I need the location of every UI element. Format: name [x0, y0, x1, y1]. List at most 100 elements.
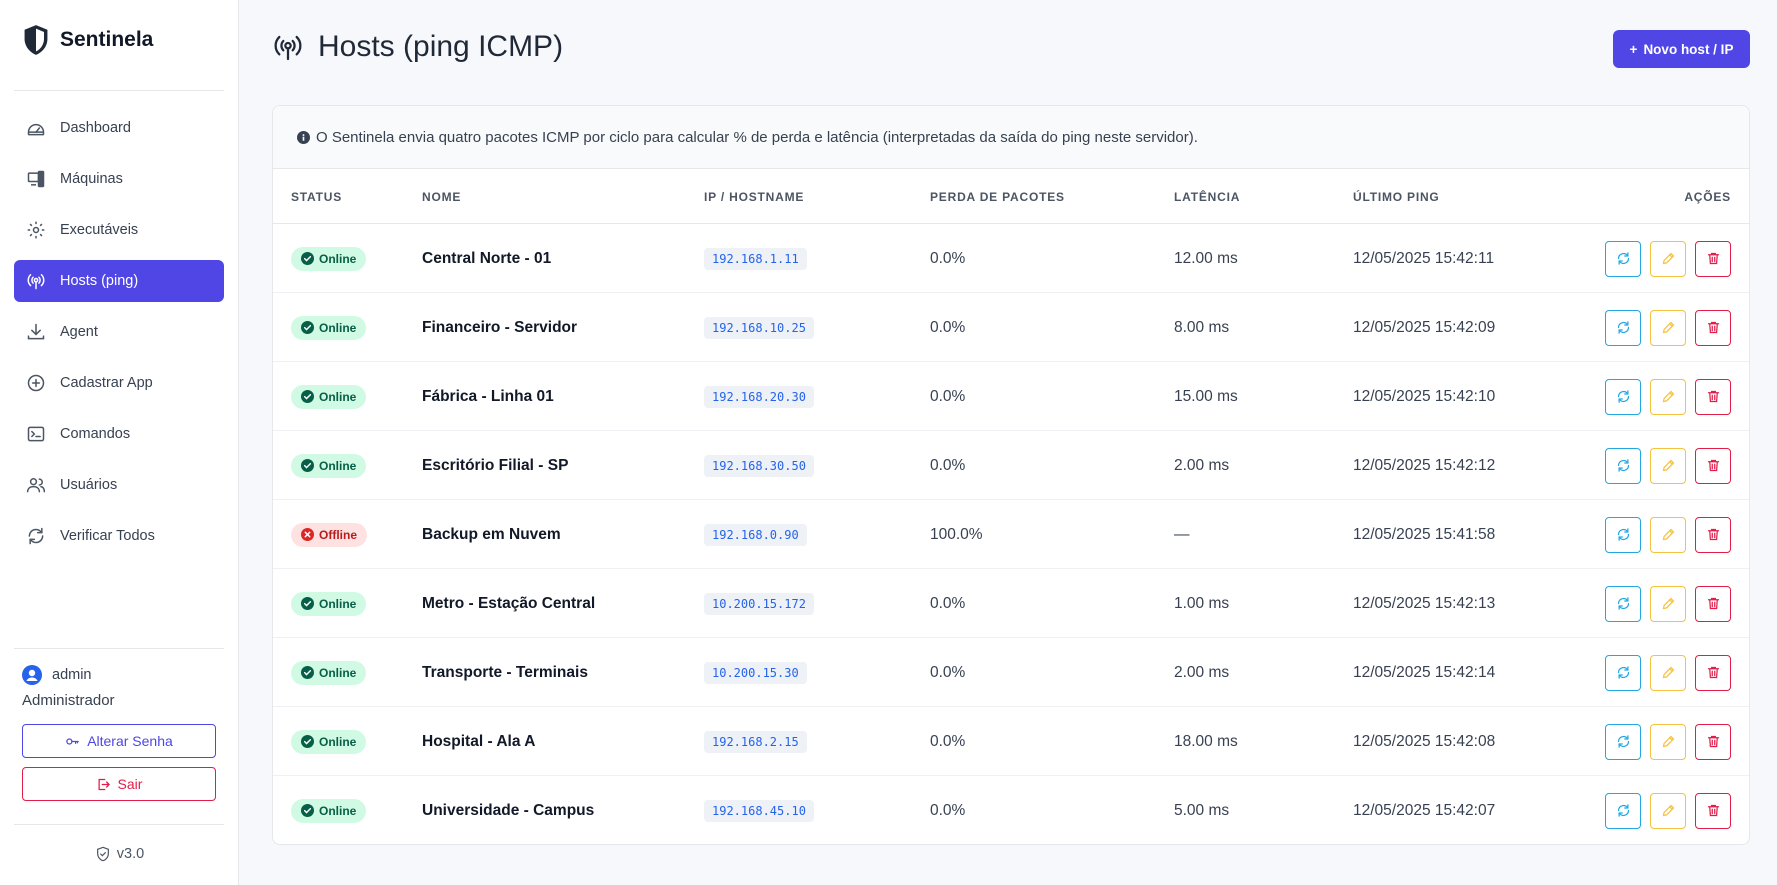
page-header: Hosts (ping ICMP)	[272, 30, 563, 64]
sidebar-item-label: Cadastrar App	[60, 375, 153, 391]
refresh-icon	[1617, 321, 1629, 334]
sidebar-item-executables[interactable]: Executáveis	[14, 209, 224, 251]
sidebar-item-check-all[interactable]: Verificar Todos	[14, 515, 224, 557]
status-label: Offline	[319, 527, 357, 542]
status-cell: Offline	[291, 500, 367, 569]
edit-button[interactable]	[1650, 447, 1686, 484]
delete-button[interactable]	[1695, 654, 1731, 691]
brand-name: Sentinela	[60, 28, 154, 51]
status-label: Online	[319, 803, 357, 818]
refresh-icon	[1617, 528, 1629, 541]
table-row: Online Financeiro - Servidor 192.168.10.25…	[273, 293, 1749, 362]
edit-button[interactable]	[1650, 792, 1686, 829]
packet-loss: 0.0%	[930, 732, 966, 750]
sidebar-item-users[interactable]: Usuários	[14, 464, 224, 506]
last-ping: 12/05/2025 15:42:07	[1353, 801, 1496, 819]
trash-icon	[1707, 528, 1719, 541]
edit-button[interactable]	[1650, 240, 1686, 277]
edit-button[interactable]	[1650, 585, 1686, 622]
last-ping: 12/05/2025 15:42:09	[1353, 318, 1496, 336]
ping-now-button[interactable]	[1605, 585, 1641, 622]
page-title: Hosts (ping ICMP)	[318, 30, 564, 63]
table-row: Online Hospital - Ala A 192.168.2.15 0.0% 18…	[273, 707, 1749, 776]
ping-now-button[interactable]	[1605, 378, 1641, 415]
last-ping: 12/05/2025 15:41:58	[1353, 525, 1496, 543]
delete-button[interactable]	[1695, 723, 1731, 760]
new-host-button[interactable]: + Novo host / IP	[1613, 30, 1750, 68]
packet-loss: 100.0%	[930, 525, 983, 543]
info-text: O Sentinela envia quatro pacotes ICMP po…	[316, 128, 1198, 146]
host-name: Universidade - Campus	[422, 801, 595, 819]
column-header-actions: AÇÕES	[1684, 190, 1731, 204]
check-circle-icon	[301, 321, 314, 334]
delete-button[interactable]	[1695, 240, 1731, 277]
latency: 2.00 ms	[1174, 456, 1230, 474]
ip-address: 192.168.10.25	[704, 316, 814, 339]
sidebar-item-register-app[interactable]: Cadastrar App	[14, 362, 224, 404]
ping-now-button[interactable]	[1605, 309, 1641, 346]
change-password-button[interactable]: Alterar Senha	[22, 724, 216, 758]
pencil-icon	[1662, 735, 1674, 748]
x-circle-icon	[301, 528, 314, 541]
status-label: Online	[319, 734, 357, 749]
divider	[14, 90, 224, 91]
sidebar-item-agent[interactable]: Agent	[14, 311, 224, 353]
latency: —	[1174, 525, 1190, 543]
check-circle-icon	[301, 666, 314, 679]
status-cell: Online	[291, 431, 367, 500]
status-badge: Online	[291, 315, 367, 340]
edit-button[interactable]	[1650, 516, 1686, 553]
gauge-icon	[27, 123, 45, 136]
sidebar-item-label: Executáveis	[60, 222, 139, 238]
ping-now-button[interactable]	[1605, 792, 1641, 829]
delete-button[interactable]	[1695, 585, 1731, 622]
edit-button[interactable]	[1650, 723, 1686, 760]
host-name: Fábrica - Linha 01	[422, 387, 554, 405]
status-cell: Online	[291, 569, 367, 638]
ip-address: 192.168.20.30	[704, 385, 814, 408]
latency: 12.00 ms	[1174, 249, 1238, 267]
ping-now-button[interactable]	[1605, 654, 1641, 691]
pencil-icon	[1662, 597, 1674, 610]
edit-button[interactable]	[1650, 654, 1686, 691]
logout-button[interactable]: Sair	[22, 767, 216, 801]
brand[interactable]: Sentinela	[22, 22, 153, 58]
ping-now-button[interactable]	[1605, 447, 1641, 484]
trash-icon	[1707, 666, 1719, 679]
ping-now-button[interactable]	[1605, 516, 1641, 553]
status-badge: Online	[291, 660, 367, 685]
latency: 18.00 ms	[1174, 732, 1238, 750]
sidebar-item-machines[interactable]: Máquinas	[14, 158, 224, 200]
terminal-icon	[27, 426, 45, 442]
edit-button[interactable]	[1650, 309, 1686, 346]
trash-icon	[1707, 804, 1719, 817]
table-row: Online Escritório Filial - SP 192.168.30.5…	[273, 431, 1749, 500]
delete-button[interactable]	[1695, 447, 1731, 484]
sidebar-item-commands[interactable]: Comandos	[14, 413, 224, 455]
sidebar-item-dashboard[interactable]: Dashboard	[14, 107, 224, 149]
user-role: Administrador	[22, 692, 115, 709]
delete-button[interactable]	[1695, 516, 1731, 553]
row-actions	[1605, 500, 1731, 569]
column-header-ip: IP / HOSTNAME	[704, 190, 805, 204]
status-label: Online	[319, 596, 357, 611]
refresh-icon	[1617, 390, 1629, 403]
host-name: Transporte - Terminais	[422, 663, 588, 681]
plus-circle-icon	[27, 374, 45, 392]
latency: 1.00 ms	[1174, 594, 1230, 612]
ip-address: 192.168.30.50	[704, 454, 814, 477]
delete-button[interactable]	[1695, 309, 1731, 346]
table-row: Online Universidade - Campus 192.168.45.10…	[273, 776, 1749, 844]
check-circle-icon	[301, 459, 314, 472]
delete-button[interactable]	[1695, 792, 1731, 829]
divider	[14, 648, 224, 649]
ping-now-button[interactable]	[1605, 240, 1641, 277]
ping-now-button[interactable]	[1605, 723, 1641, 760]
last-ping: 12/05/2025 15:42:14	[1353, 663, 1496, 681]
edit-button[interactable]	[1650, 378, 1686, 415]
sidebar-item-hosts[interactable]: Hosts (ping)	[14, 260, 224, 302]
pencil-icon	[1662, 666, 1674, 679]
delete-button[interactable]	[1695, 378, 1731, 415]
pencil-icon	[1662, 252, 1674, 265]
last-ping: 12/05/2025 15:42:12	[1353, 456, 1496, 474]
